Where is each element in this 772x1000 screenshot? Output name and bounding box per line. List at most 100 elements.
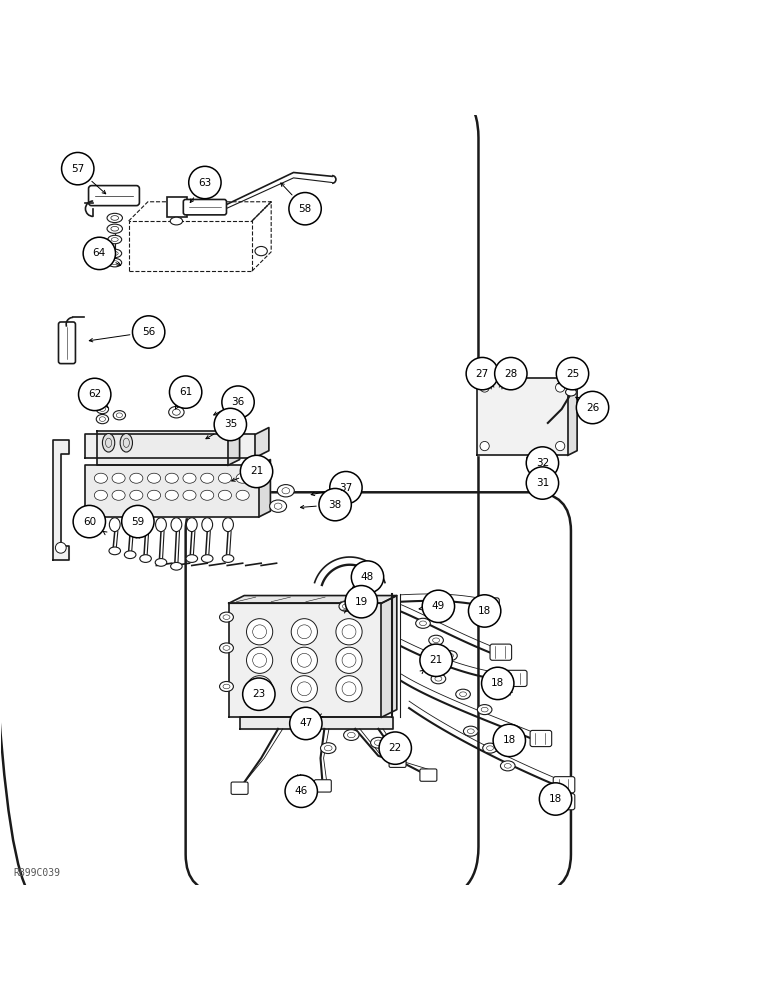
Circle shape [577,391,608,424]
FancyBboxPatch shape [478,598,499,614]
Circle shape [79,378,111,411]
Ellipse shape [219,612,233,622]
FancyBboxPatch shape [314,780,331,792]
Circle shape [291,647,317,673]
Ellipse shape [500,761,515,771]
Text: 48: 48 [361,572,374,582]
Ellipse shape [171,217,182,225]
Ellipse shape [371,737,386,748]
Circle shape [246,676,273,702]
Ellipse shape [109,547,120,555]
Circle shape [527,467,559,499]
Text: 31: 31 [536,478,549,488]
Ellipse shape [183,473,196,483]
Circle shape [73,505,106,538]
FancyBboxPatch shape [506,670,527,686]
Text: 18: 18 [503,735,516,745]
Text: 59: 59 [131,517,144,527]
Ellipse shape [171,518,181,532]
Ellipse shape [477,705,492,715]
Ellipse shape [147,473,161,483]
Circle shape [527,447,559,479]
Polygon shape [568,374,577,455]
Ellipse shape [108,235,122,244]
Circle shape [291,676,317,702]
Polygon shape [228,425,239,465]
Ellipse shape [269,500,286,512]
Text: 25: 25 [566,369,579,379]
Ellipse shape [141,518,151,532]
Ellipse shape [528,475,537,482]
Circle shape [495,357,527,390]
Polygon shape [86,434,255,458]
Ellipse shape [124,551,136,559]
Ellipse shape [431,674,445,684]
Text: 21: 21 [429,655,442,665]
Ellipse shape [96,414,109,424]
Circle shape [422,590,455,623]
Text: 18: 18 [491,678,504,688]
Ellipse shape [94,490,107,500]
Ellipse shape [171,562,182,570]
Circle shape [493,724,526,757]
Circle shape [469,595,501,627]
Text: 18: 18 [549,794,562,804]
Text: 58: 58 [299,204,312,214]
Ellipse shape [186,555,198,562]
Circle shape [379,732,411,764]
Ellipse shape [201,473,214,483]
Polygon shape [259,460,270,517]
Ellipse shape [112,490,125,500]
Circle shape [188,166,221,199]
Text: 26: 26 [586,403,599,413]
Ellipse shape [169,406,184,418]
Ellipse shape [140,555,151,562]
Circle shape [466,357,499,390]
Polygon shape [86,465,259,517]
Ellipse shape [218,473,232,483]
Ellipse shape [219,643,233,653]
FancyBboxPatch shape [89,186,140,206]
Text: 21: 21 [250,466,263,476]
Circle shape [214,408,246,441]
Text: 22: 22 [388,743,402,753]
Circle shape [480,383,489,392]
Ellipse shape [108,258,122,267]
Circle shape [285,775,317,807]
FancyBboxPatch shape [554,794,575,810]
Polygon shape [53,440,69,560]
Text: 27: 27 [476,369,489,379]
Ellipse shape [107,224,123,233]
Circle shape [56,542,66,553]
Circle shape [336,647,362,673]
Ellipse shape [107,213,123,223]
Polygon shape [477,378,568,455]
Polygon shape [255,428,269,458]
Text: 56: 56 [142,327,155,337]
Polygon shape [240,717,393,729]
Circle shape [482,667,514,700]
FancyBboxPatch shape [183,199,226,215]
Ellipse shape [156,518,167,532]
Ellipse shape [147,490,161,500]
Circle shape [480,366,489,375]
Ellipse shape [222,518,233,532]
Circle shape [290,707,322,740]
Ellipse shape [201,555,213,562]
Ellipse shape [110,518,120,532]
Ellipse shape [255,246,267,256]
Circle shape [289,193,321,225]
Circle shape [62,152,94,185]
Ellipse shape [527,455,538,462]
Ellipse shape [120,434,133,452]
Ellipse shape [113,411,126,420]
Text: 35: 35 [224,419,237,429]
Ellipse shape [442,651,457,661]
Ellipse shape [165,473,178,483]
Ellipse shape [165,490,178,500]
Ellipse shape [463,726,478,736]
Ellipse shape [428,635,443,645]
Ellipse shape [201,518,212,532]
FancyBboxPatch shape [231,782,248,794]
Circle shape [345,586,378,618]
